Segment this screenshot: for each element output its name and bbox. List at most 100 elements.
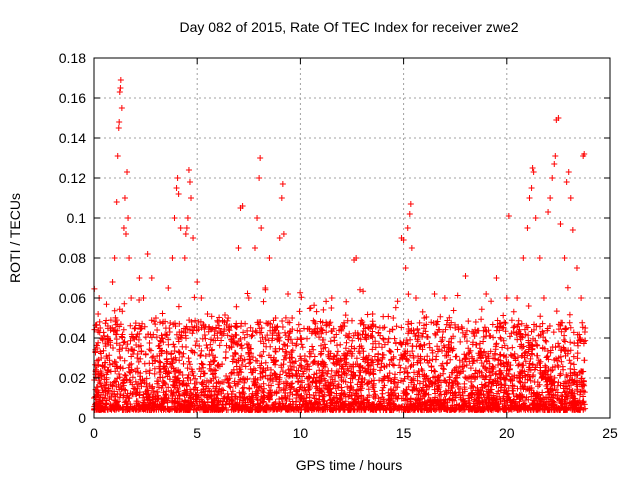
data-point bbox=[565, 169, 572, 175]
data-point bbox=[549, 175, 556, 181]
data-point bbox=[503, 295, 510, 301]
data-point bbox=[563, 179, 570, 185]
data-point bbox=[204, 311, 211, 317]
data-point bbox=[569, 227, 576, 233]
data-point bbox=[136, 275, 143, 281]
y-tick-label: 0.08 bbox=[59, 250, 86, 266]
data-point bbox=[117, 85, 124, 91]
x-tick-label: 15 bbox=[396, 425, 412, 441]
data-point bbox=[121, 195, 128, 201]
data-point bbox=[251, 245, 258, 251]
data-point bbox=[257, 155, 264, 161]
data-point bbox=[125, 215, 132, 221]
data-point bbox=[530, 169, 537, 175]
data-point bbox=[245, 295, 252, 301]
data-point bbox=[114, 153, 121, 159]
data-point bbox=[532, 215, 539, 221]
data-point bbox=[115, 125, 122, 131]
y-tick-label: 0.1 bbox=[67, 210, 87, 226]
data-point bbox=[181, 255, 188, 261]
data-point bbox=[462, 273, 469, 279]
data-point bbox=[526, 195, 533, 201]
data-point bbox=[198, 295, 205, 301]
data-point bbox=[177, 225, 184, 231]
data-point bbox=[404, 225, 411, 231]
data-point bbox=[126, 255, 133, 261]
data-point bbox=[144, 251, 151, 257]
data-point bbox=[359, 319, 366, 325]
data-point bbox=[122, 231, 129, 237]
data-point bbox=[557, 221, 564, 227]
data-point bbox=[124, 169, 131, 175]
data-point bbox=[97, 325, 104, 331]
data-point bbox=[353, 255, 360, 261]
data-point bbox=[235, 245, 242, 251]
data-point bbox=[118, 105, 125, 111]
data-point bbox=[174, 175, 181, 181]
data-point bbox=[547, 195, 554, 201]
data-point bbox=[551, 161, 558, 167]
data-point bbox=[190, 235, 197, 241]
data-point bbox=[297, 335, 304, 341]
dense-scatter-band bbox=[91, 284, 589, 413]
y-tick-label: 0.14 bbox=[59, 130, 86, 146]
data-point bbox=[328, 305, 335, 311]
data-point bbox=[94, 345, 101, 351]
y-axis-label: ROTI / TECUs bbox=[7, 193, 23, 283]
data-point bbox=[113, 199, 120, 205]
data-point bbox=[101, 385, 108, 391]
data-point bbox=[98, 355, 105, 361]
data-point bbox=[169, 255, 176, 261]
y-tick-label: 0.06 bbox=[59, 290, 86, 306]
data-point bbox=[185, 167, 192, 173]
data-point bbox=[262, 285, 269, 291]
y-tick-label: 0.18 bbox=[59, 50, 86, 66]
data-point bbox=[369, 311, 376, 317]
data-point bbox=[431, 291, 438, 297]
y-tick-label: 0.16 bbox=[59, 90, 86, 106]
data-point bbox=[256, 175, 263, 181]
data-point bbox=[573, 265, 580, 271]
data-point bbox=[379, 325, 386, 331]
data-point bbox=[412, 295, 419, 301]
y-tick-label: 0.04 bbox=[59, 330, 86, 346]
data-point bbox=[520, 255, 527, 261]
data-point bbox=[225, 315, 232, 321]
data-point bbox=[536, 255, 543, 261]
data-point bbox=[552, 153, 559, 159]
data-point bbox=[280, 231, 287, 237]
data-point bbox=[407, 201, 414, 207]
data-point bbox=[258, 225, 265, 231]
data-point bbox=[285, 291, 292, 297]
data-point bbox=[289, 315, 296, 321]
data-point bbox=[239, 203, 246, 209]
data-point bbox=[214, 319, 221, 325]
axis-ticks: 0 5 10 15 20 25 0 0.02 0.04 0.06 0.08 0.1 0.12 0.14 0.… bbox=[59, 50, 618, 441]
x-tick-label: 0 bbox=[90, 425, 98, 441]
data-point bbox=[117, 77, 124, 83]
data-point bbox=[186, 179, 193, 185]
data-point bbox=[390, 315, 397, 321]
data-point bbox=[116, 89, 123, 95]
x-tick-label: 25 bbox=[602, 425, 618, 441]
data-point bbox=[95, 311, 102, 317]
data-point bbox=[278, 195, 285, 201]
chart-title: Day 082 of 2015, Rate Of TEC Index for r… bbox=[179, 19, 518, 35]
data-point bbox=[483, 291, 490, 297]
data-point bbox=[132, 325, 139, 331]
data-point bbox=[307, 305, 314, 311]
scatter-band-texture bbox=[91, 284, 589, 413]
data-point bbox=[184, 215, 191, 221]
data-point bbox=[582, 325, 589, 331]
data-point bbox=[254, 215, 261, 221]
data-point bbox=[493, 275, 500, 281]
data-point bbox=[561, 255, 568, 261]
data-point bbox=[545, 209, 552, 215]
data-point bbox=[120, 225, 127, 231]
data-point bbox=[272, 315, 279, 321]
data-point bbox=[105, 339, 112, 345]
data-point bbox=[148, 275, 155, 281]
data-point bbox=[171, 215, 178, 221]
data-point bbox=[175, 191, 182, 197]
